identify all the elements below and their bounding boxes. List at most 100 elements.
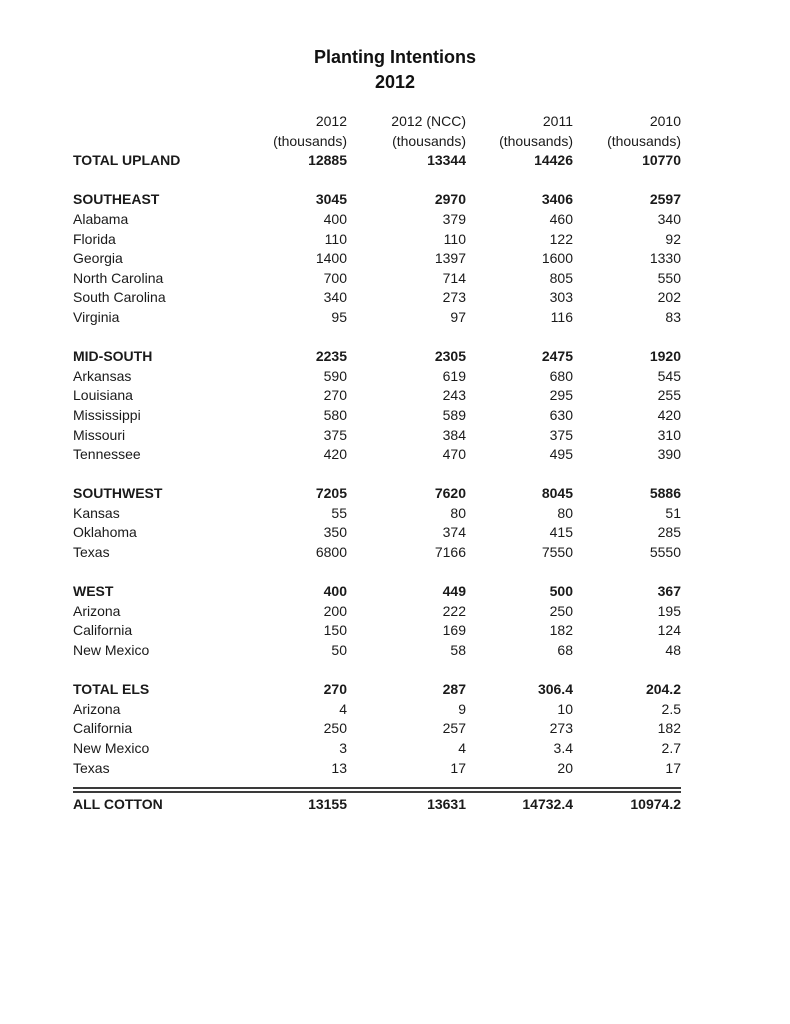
cell-value: 1397 bbox=[434, 250, 466, 267]
cell-value: 1600 bbox=[541, 250, 573, 267]
cell-value: 270 bbox=[323, 387, 347, 404]
cell-value: 2.5 bbox=[661, 700, 681, 717]
row-label: TOTAL ELS bbox=[73, 681, 150, 698]
cell-value: 680 bbox=[549, 367, 573, 384]
cell-value: 306.4 bbox=[537, 681, 573, 698]
cell-value: 415 bbox=[549, 524, 573, 541]
cell-value: 2235 bbox=[315, 348, 347, 365]
cell-value: 340 bbox=[323, 289, 347, 306]
spacer-row bbox=[73, 661, 681, 681]
cell-value: 5550 bbox=[649, 544, 681, 561]
table-row: Arizona 4 9 10 2.5 bbox=[73, 700, 681, 720]
column-header-year: 2012 (NCC) bbox=[391, 113, 466, 129]
table-row: North Carolina 700 714 805 550 bbox=[73, 269, 681, 289]
cell-value: 13155 bbox=[200, 787, 347, 815]
cell-value: 5886 bbox=[649, 485, 681, 502]
cell-value: 50 bbox=[331, 642, 347, 659]
table-row: Tennessee 420 470 495 390 bbox=[73, 445, 681, 465]
table-row: ALL COTTON 13155 13631 14732.4 10974.2 bbox=[73, 787, 681, 815]
row-label: WEST bbox=[73, 583, 114, 600]
cell-value: 3045 bbox=[315, 191, 347, 208]
cell-value: 3406 bbox=[541, 191, 573, 208]
cell-value: 420 bbox=[323, 446, 347, 463]
cell-value: 200 bbox=[323, 602, 347, 619]
cell-value: 55 bbox=[331, 504, 347, 521]
table-row: New Mexico 50 58 68 48 bbox=[73, 641, 681, 661]
cell-value: 48 bbox=[665, 642, 681, 659]
cell-value: 1400 bbox=[315, 250, 347, 267]
cell-value: 255 bbox=[657, 387, 681, 404]
cell-value: 150 bbox=[323, 622, 347, 639]
row-label: New Mexico bbox=[73, 642, 150, 659]
spacer-cell bbox=[73, 465, 681, 485]
cell-value: 68 bbox=[557, 642, 573, 659]
cell-value: 14732.4 bbox=[466, 787, 573, 815]
spacer-cell bbox=[73, 171, 681, 191]
cell-value: 449 bbox=[442, 583, 466, 600]
cell-value: 619 bbox=[442, 367, 466, 384]
cell-value: 169 bbox=[442, 622, 466, 639]
row-label: SOUTHEAST bbox=[73, 191, 160, 208]
spacer-row bbox=[73, 171, 681, 191]
cell-value: 7550 bbox=[541, 544, 573, 561]
spacer-row bbox=[73, 328, 681, 348]
row-label: TOTAL UPLAND bbox=[73, 152, 181, 169]
cell-value: 495 bbox=[549, 446, 573, 463]
table-row: Texas 6800 7166 7550 5550 bbox=[73, 543, 681, 563]
cell-value: 3 bbox=[339, 740, 347, 756]
cell-value: 58 bbox=[450, 642, 466, 659]
column-header-year: 2011 bbox=[542, 113, 573, 129]
cell-value: 7166 bbox=[434, 544, 466, 561]
cell-value: 17 bbox=[450, 759, 466, 776]
table-row: SOUTHEAST 3045 2970 3406 2597 bbox=[73, 190, 681, 210]
spacer-cell bbox=[73, 778, 681, 790]
row-label: Oklahoma bbox=[73, 524, 137, 541]
row-label: North Carolina bbox=[73, 269, 164, 286]
cell-value: 20 bbox=[557, 759, 573, 776]
cell-value: 400 bbox=[323, 210, 347, 227]
cell-value: 182 bbox=[657, 720, 681, 737]
row-label: Texas bbox=[73, 544, 110, 561]
spacer-cell bbox=[73, 328, 681, 348]
cell-value: 250 bbox=[323, 720, 347, 737]
cell-value: 250 bbox=[549, 602, 573, 619]
column-header-year: 2010 bbox=[649, 113, 681, 129]
table-row: Florida 110 110 122 92 bbox=[73, 230, 681, 250]
table-row: Louisiana 270 243 295 255 bbox=[73, 386, 681, 406]
table-row: New Mexico 3 4 3.4 2.7 bbox=[73, 739, 681, 759]
cell-value: 285 bbox=[657, 524, 681, 541]
cell-value: 80 bbox=[450, 504, 466, 521]
row-label: New Mexico bbox=[73, 740, 150, 756]
cell-value: 243 bbox=[442, 387, 466, 404]
table-row: Arizona 200 222 250 195 bbox=[73, 602, 681, 622]
cell-value: 6800 bbox=[315, 544, 347, 561]
row-label: Florida bbox=[73, 230, 116, 247]
row-label: Alabama bbox=[73, 210, 129, 227]
column-header-units-row: (thousands) (thousands) (thousands) (tho… bbox=[73, 132, 681, 152]
spacer-cell bbox=[73, 563, 681, 583]
table-row: TOTAL ELS 270 287 306.4 204.2 bbox=[73, 680, 681, 700]
cell-value: 273 bbox=[442, 289, 466, 306]
cell-value: 310 bbox=[657, 426, 681, 443]
page-title-line1: Planting Intentions bbox=[314, 47, 476, 67]
table-row: WEST 400 449 500 367 bbox=[73, 582, 681, 602]
cell-value: 9 bbox=[458, 700, 466, 717]
row-label: Tennessee bbox=[73, 446, 141, 463]
cell-value: 805 bbox=[549, 269, 573, 286]
table-row: Kansas 55 80 80 51 bbox=[73, 504, 681, 524]
cell-value: 10 bbox=[557, 700, 573, 717]
header-empty-cell bbox=[73, 112, 200, 132]
column-header-unit: (thousands) bbox=[392, 132, 466, 149]
table-row: Virginia 95 97 116 83 bbox=[73, 308, 681, 328]
cell-value: 1920 bbox=[649, 348, 681, 365]
cell-value: 7620 bbox=[434, 485, 466, 502]
cell-value: 110 bbox=[324, 230, 347, 247]
cell-value: 51 bbox=[665, 504, 681, 521]
row-label: MID-SOUTH bbox=[73, 348, 153, 365]
spacer-row bbox=[73, 465, 681, 485]
table-row: Oklahoma 350 374 415 285 bbox=[73, 523, 681, 543]
cell-value: 204.2 bbox=[645, 681, 681, 698]
cell-value: 10770 bbox=[642, 152, 681, 169]
cell-value: 700 bbox=[323, 269, 347, 286]
cell-value: 83 bbox=[665, 308, 681, 325]
